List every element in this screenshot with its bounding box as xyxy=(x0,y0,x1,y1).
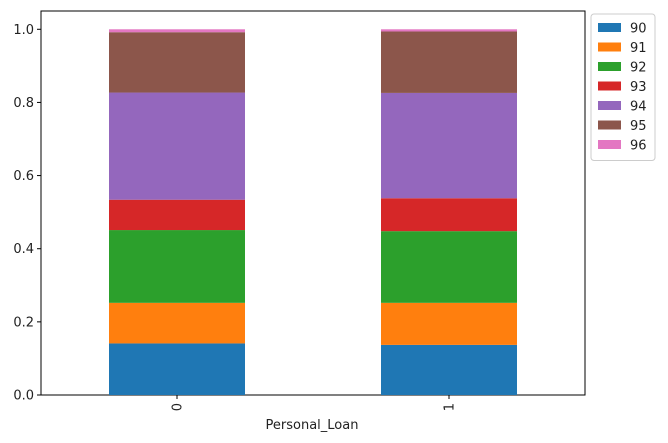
legend-label-92: 92 xyxy=(630,61,647,76)
legend-label-91: 91 xyxy=(630,41,647,56)
bar-segment-91-cat-1 xyxy=(381,302,517,345)
bar-segment-92-cat-0 xyxy=(109,230,245,303)
legend-label-96: 96 xyxy=(630,139,647,154)
legend-label-94: 94 xyxy=(630,100,647,115)
legend-label-95: 95 xyxy=(630,119,647,134)
y-tick-label: 0.6 xyxy=(13,169,34,184)
bar-segment-95-cat-0 xyxy=(109,32,245,93)
legend-label-90: 90 xyxy=(630,22,647,37)
legend-swatch-90 xyxy=(598,23,621,32)
bar-segment-91-cat-0 xyxy=(109,302,245,344)
bar-segment-90-cat-0 xyxy=(109,343,245,395)
bar-segment-92-cat-1 xyxy=(381,231,517,303)
bars xyxy=(109,29,517,395)
x-tick-label: 1 xyxy=(443,403,458,411)
bar-segment-93-cat-0 xyxy=(109,199,245,231)
y-tick-label: 0.2 xyxy=(13,315,34,330)
legend-swatch-93 xyxy=(598,81,621,91)
legend-swatch-92 xyxy=(598,62,621,71)
bar-segment-94-cat-1 xyxy=(381,92,517,199)
legend-swatch-96 xyxy=(598,140,621,149)
bar-segment-94-cat-0 xyxy=(109,92,245,200)
legend: 90 91 92 93 94 95 96 xyxy=(590,13,656,161)
legend-label-93: 93 xyxy=(630,80,647,95)
y-axis: 0.0 0.2 0.4 0.6 0.8 1.0 xyxy=(13,23,41,404)
legend-swatch-94 xyxy=(598,101,621,110)
x-axis-label: Personal_Loan xyxy=(266,418,359,433)
y-tick-label: 1.0 xyxy=(13,23,34,38)
legend-swatch-95 xyxy=(598,120,621,130)
bar-segment-96-cat-1 xyxy=(381,29,517,32)
y-tick-label: 0.4 xyxy=(13,242,34,257)
bar-segment-95-cat-1 xyxy=(381,31,517,93)
x-tick-label: 0 xyxy=(171,403,186,411)
bar-segment-90-cat-1 xyxy=(381,344,517,395)
y-tick-label: 0.8 xyxy=(13,96,34,111)
y-tick-label: 0.0 xyxy=(13,389,34,404)
bar-segment-96-cat-0 xyxy=(109,29,245,33)
bar-segment-93-cat-1 xyxy=(381,198,517,232)
legend-swatch-91 xyxy=(598,42,621,52)
